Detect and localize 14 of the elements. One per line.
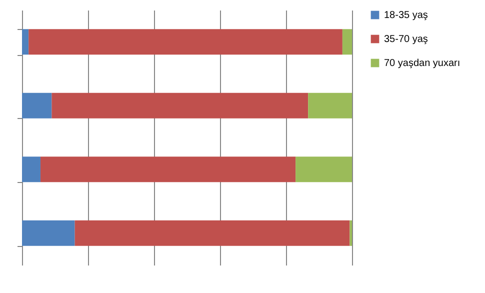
bar: [296, 156, 352, 182]
bar: [342, 29, 352, 55]
bar: [22, 29, 29, 55]
bar: [40, 156, 296, 182]
bar: [308, 92, 352, 118]
bar: [22, 220, 75, 246]
bar: [52, 92, 308, 118]
legend-label: 70 yaşdan yuxarı: [384, 58, 460, 69]
bar: [22, 92, 52, 118]
bar: [22, 156, 40, 182]
bar: [28, 29, 342, 55]
legend-label: 18-35 yaş: [384, 10, 428, 21]
legend-label: 35-70 yaş: [384, 34, 428, 45]
bar: [74, 220, 350, 246]
